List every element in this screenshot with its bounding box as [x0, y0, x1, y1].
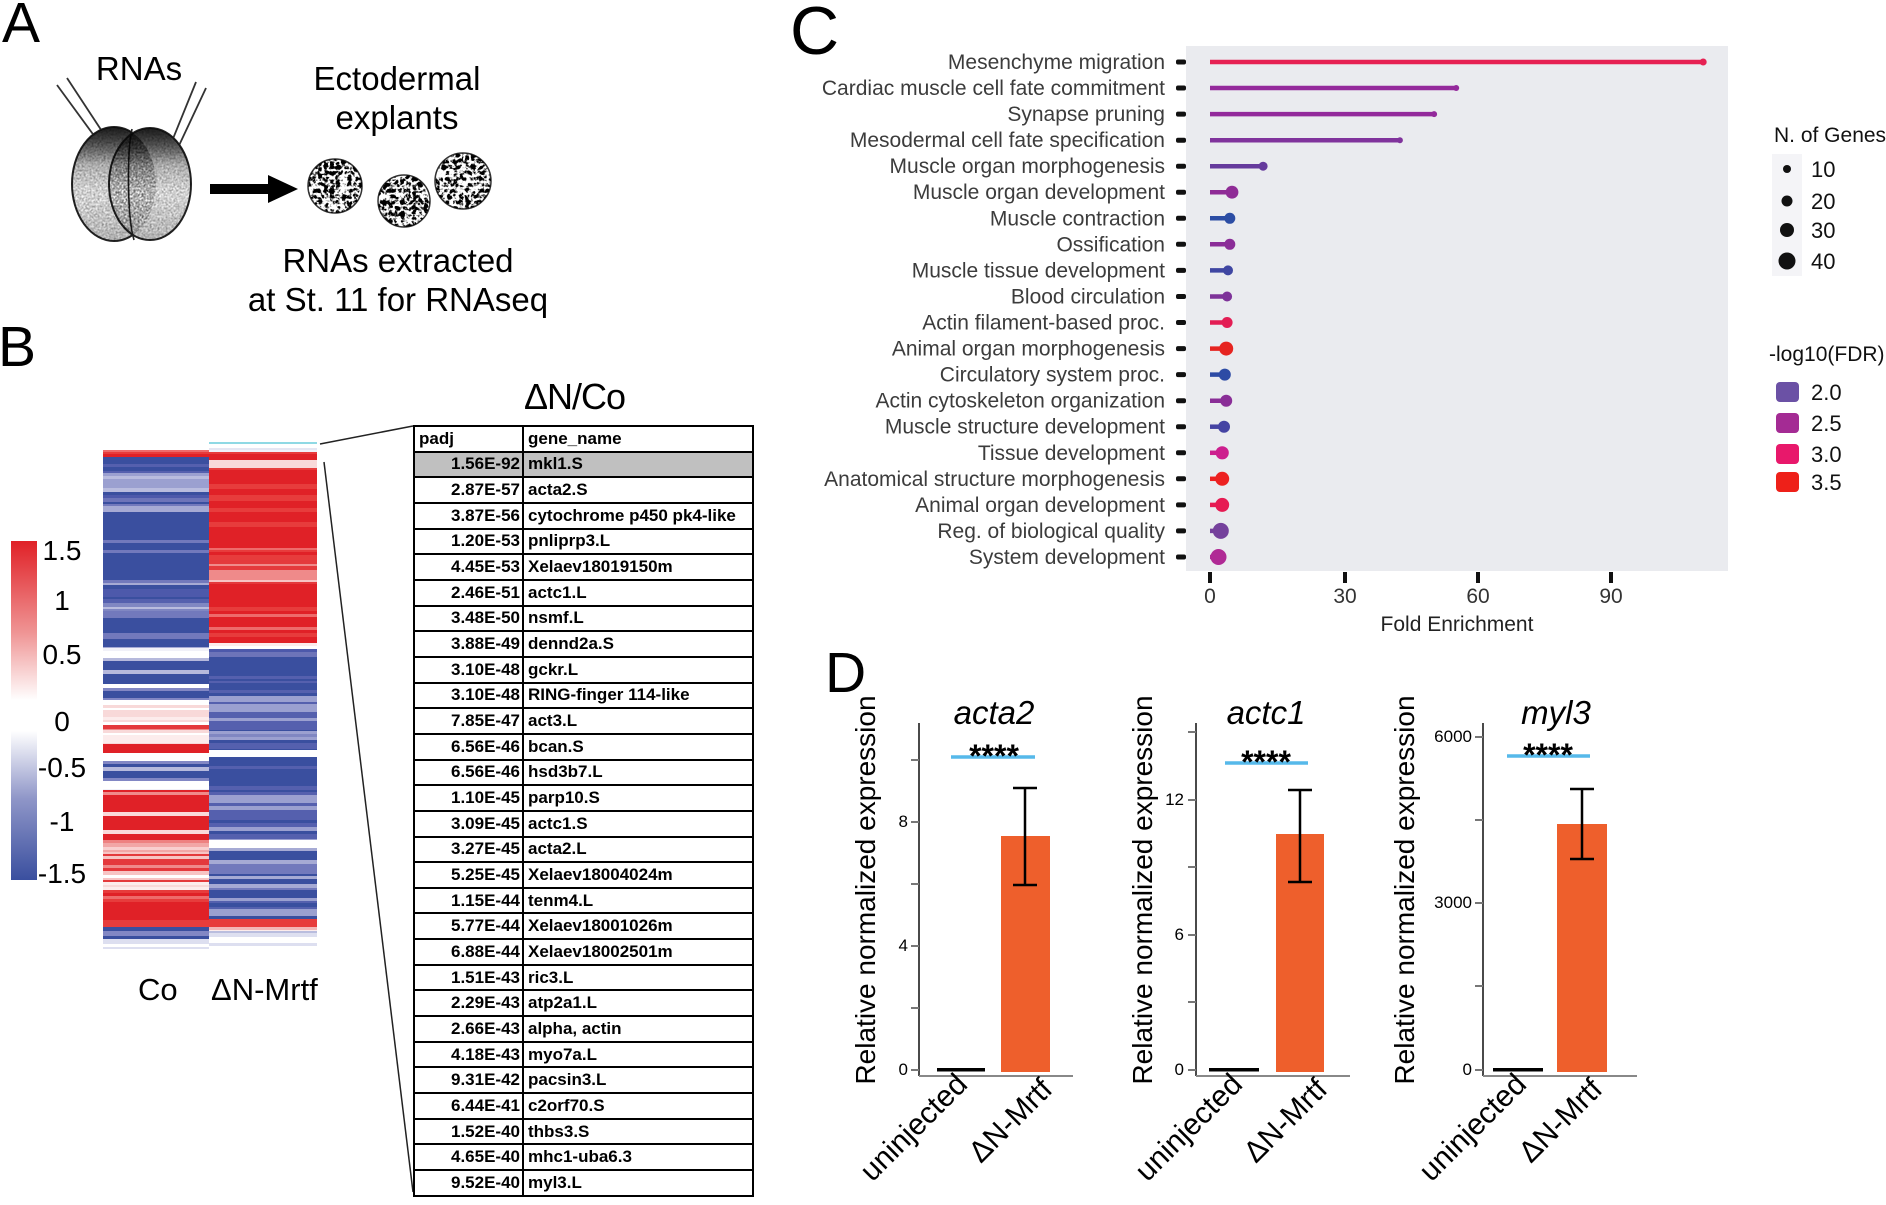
svg-text:2.5: 2.5 [1811, 411, 1842, 436]
svg-text:Animal organ morphogenesis: Animal organ morphogenesis [892, 338, 1165, 361]
svg-text:****: **** [1241, 744, 1291, 780]
svg-text:3000: 3000 [1434, 893, 1472, 912]
svg-text:0: 0 [1463, 1060, 1472, 1079]
svg-text:0: 0 [1175, 1060, 1184, 1079]
svg-text:actc1: actc1 [1227, 694, 1306, 731]
svg-text:ΔN-Mrtf: ΔN-Mrtf [1238, 1072, 1335, 1169]
svg-text:3.0: 3.0 [1811, 442, 1842, 467]
svg-text:Mesodermal cell fate specifica: Mesodermal cell fate specification [850, 129, 1165, 152]
svg-text:60: 60 [1466, 585, 1489, 608]
svg-text:Cardiac muscle cell fate commi: Cardiac muscle cell fate commitment [822, 77, 1165, 100]
svg-text:uninjected: uninjected [854, 1068, 974, 1188]
svg-text:90: 90 [1599, 585, 1622, 608]
svg-text:****: **** [969, 738, 1019, 774]
svg-text:Muscle structure development: Muscle structure development [885, 416, 1165, 439]
svg-text:System development: System development [969, 546, 1165, 569]
svg-text:Muscle organ morphogenesis: Muscle organ morphogenesis [890, 155, 1165, 178]
svg-text:12: 12 [1165, 790, 1184, 809]
svg-text:-log10(FDR): -log10(FDR) [1769, 343, 1885, 366]
svg-text:Muscle tissue development: Muscle tissue development [912, 259, 1165, 282]
svg-text:Reg. of biological quality: Reg. of biological quality [937, 520, 1165, 543]
svg-text:Muscle organ development: Muscle organ development [913, 181, 1165, 204]
svg-text:Anatomical structure morphogen: Anatomical structure morphogenesis [824, 468, 1165, 491]
svg-text:Fold Enrichment: Fold Enrichment [1381, 613, 1534, 636]
svg-text:Relative normalized expression: Relative normalized expression [1389, 695, 1420, 1084]
svg-text:0: 0 [899, 1060, 908, 1079]
svg-text:Actin filament-based proc.: Actin filament-based proc. [922, 312, 1165, 335]
svg-text:Muscle contraction: Muscle contraction [990, 207, 1165, 230]
svg-text:Mesenchyme migration: Mesenchyme migration [948, 51, 1165, 74]
svg-text:ΔN-Mrtf: ΔN-Mrtf [963, 1072, 1060, 1169]
svg-text:Circulatory system proc.: Circulatory system proc. [940, 364, 1165, 387]
svg-text:3.5: 3.5 [1811, 470, 1842, 495]
svg-text:Blood circulation: Blood circulation [1011, 286, 1165, 309]
svg-text:20: 20 [1811, 189, 1835, 214]
svg-text:30: 30 [1811, 218, 1835, 243]
svg-text:uninjected: uninjected [1413, 1068, 1533, 1188]
svg-text:6000: 6000 [1434, 727, 1472, 746]
svg-text:4: 4 [899, 936, 908, 955]
svg-text:40: 40 [1811, 249, 1835, 274]
svg-text:0: 0 [1204, 585, 1216, 608]
svg-text:acta2: acta2 [954, 694, 1035, 731]
svg-text:Tissue development: Tissue development [978, 442, 1165, 465]
svg-text:6: 6 [1175, 925, 1184, 944]
svg-text:N. of Genes: N. of Genes [1774, 124, 1886, 147]
svg-text:30: 30 [1333, 585, 1356, 608]
svg-text:Synapse pruning: Synapse pruning [1007, 103, 1165, 126]
svg-text:10: 10 [1811, 157, 1835, 182]
svg-text:Relative normalized expression: Relative normalized expression [1127, 695, 1158, 1084]
svg-text:8: 8 [899, 812, 908, 831]
svg-text:uninjected: uninjected [1129, 1068, 1249, 1188]
svg-text:****: **** [1523, 737, 1573, 773]
svg-text:myl3: myl3 [1521, 694, 1591, 731]
svg-text:2.0: 2.0 [1811, 380, 1842, 405]
svg-text:Animal organ development: Animal organ development [915, 494, 1165, 517]
svg-text:Ossification: Ossification [1056, 233, 1165, 256]
svg-text:Actin cytoskeleton organizatio: Actin cytoskeleton organization [876, 390, 1166, 413]
svg-text:Relative normalized expression: Relative normalized expression [850, 695, 881, 1084]
